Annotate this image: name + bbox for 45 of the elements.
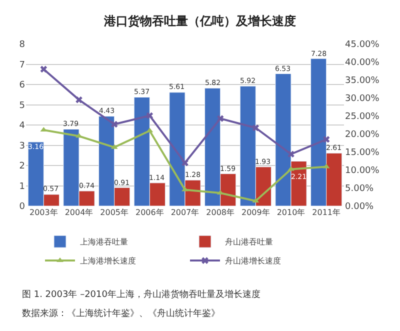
caption: 图 1. 2003年 –2010年上海，舟山港货物吞吐量及增长速度 <box>22 289 260 300</box>
x-tick-label: 2004年 <box>64 208 94 217</box>
source-note: 数据来源：《上海统计年鉴》、《舟山统计年鉴》 <box>22 308 220 319</box>
point <box>110 120 118 128</box>
point <box>76 133 82 138</box>
y-tick-label: 7 <box>19 60 25 70</box>
x-tick-label: 2007年 <box>170 208 200 217</box>
y2-tick-label: 5.00% <box>345 184 374 194</box>
y-tick-label: 1 <box>19 182 25 192</box>
y2-tick-label: 0.00% <box>345 202 374 212</box>
chart-title: 港口货物吞吐量（亿吨）及增长速度 <box>103 14 296 28</box>
point <box>252 124 260 132</box>
x-tick-label: 2006年 <box>135 208 164 217</box>
point <box>182 186 188 192</box>
y2-tick-label: 30.00% <box>345 94 380 104</box>
y-tick-label: 0 <box>19 202 26 212</box>
y2-tick-label: 35.00% <box>345 76 380 86</box>
y2-tick-label: 45.00% <box>345 40 380 50</box>
legend-label: 上海港增长速度 <box>80 256 136 266</box>
legend-label: 舟山港增长速度 <box>225 256 281 266</box>
y2-tick-label: 10.00% <box>345 166 380 176</box>
point <box>288 166 294 171</box>
y-tick-label: 8 <box>19 40 26 50</box>
y2-tick-label: 20.00% <box>345 130 380 140</box>
x-tick-label: 2008年 <box>206 208 235 217</box>
legend-label: 舟山港吞吐量 <box>225 238 273 247</box>
y2-tick-label: 40.00% <box>345 58 380 68</box>
point <box>288 150 294 158</box>
y2-tick-label: 25.00% <box>345 112 380 122</box>
y-tick-label: 3 <box>19 141 25 152</box>
x-tick-label: 2009年 <box>241 208 270 217</box>
y-tick-label: 2 <box>19 162 25 172</box>
point <box>146 112 154 120</box>
x-tick-label: 2003年 <box>29 208 58 217</box>
y-tick-label: 4 <box>19 121 26 132</box>
legend-label: 上海港吞吐量 <box>80 238 128 247</box>
x-tick-label: 2011年 <box>312 208 341 217</box>
y-tick-label: 6 <box>19 80 26 91</box>
x-tick-label: 2005年 <box>100 208 129 217</box>
y2-tick-label: 15.00% <box>345 148 380 158</box>
y-tick-label: 5 <box>19 100 25 111</box>
point <box>216 115 224 122</box>
point <box>322 136 330 143</box>
point <box>40 66 48 73</box>
x-tick-label: 2010年 <box>276 208 306 217</box>
